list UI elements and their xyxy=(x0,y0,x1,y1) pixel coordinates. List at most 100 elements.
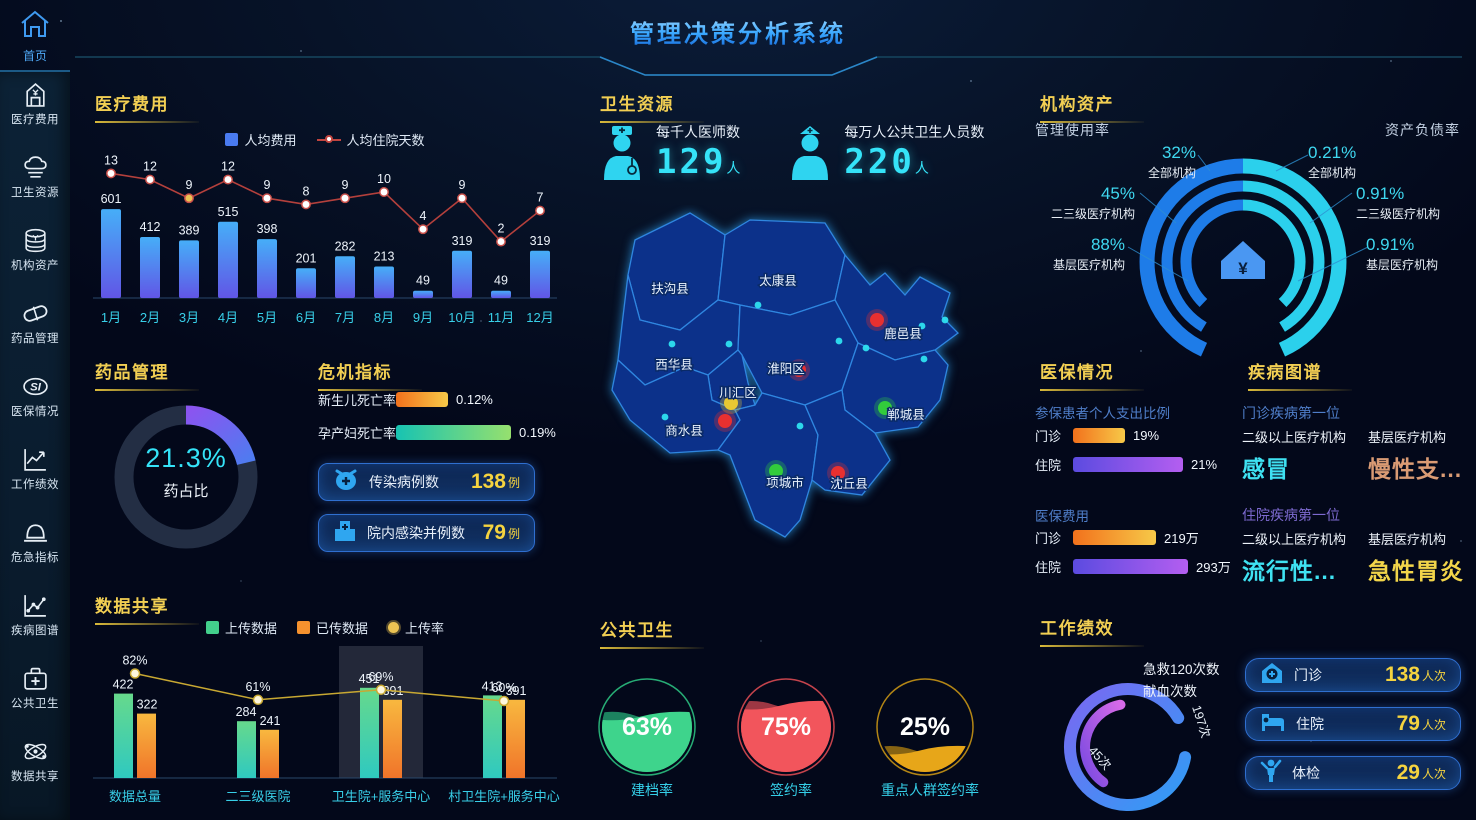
liquid-gauge-1[interactable]: 75% xyxy=(731,672,841,787)
svg-text:61%: 61% xyxy=(245,680,270,694)
svg-text:11月: 11月 xyxy=(488,310,515,325)
line-point-upload-rate[interactable] xyxy=(129,668,141,679)
crisis-row[interactable]: 孕产妇死亡率 0.19% xyxy=(318,423,565,442)
alert-marker-red[interactable] xyxy=(831,466,845,480)
drug-ratio-donut[interactable] xyxy=(106,397,266,557)
sidebar-item-home[interactable]: 首页 xyxy=(0,8,70,64)
sidebar-item-3[interactable]: 药品管理 xyxy=(0,291,70,364)
bar-sent[interactable] xyxy=(383,699,402,778)
district-1[interactable] xyxy=(717,219,846,316)
bar-per-capita-cost[interactable] xyxy=(101,209,121,298)
bar-per-capita-cost[interactable] xyxy=(296,268,316,298)
region-map[interactable]: 扶沟县 太康县 鹿邑县 西华县 淮阳区 川汇区 商水县 郸城县 项城市 沈丘县 xyxy=(590,205,1010,610)
line-point-hospital-days[interactable] xyxy=(496,236,506,247)
bar-sent[interactable] xyxy=(506,699,525,778)
checkup-panel[interactable]: 体检 29 人次 xyxy=(1245,756,1461,790)
bar-per-capita-cost[interactable] xyxy=(179,240,199,298)
sidebar-item-6[interactable]: 危急指标 xyxy=(0,510,70,583)
svg-text:9: 9 xyxy=(264,178,271,192)
line-point-hospital-days[interactable] xyxy=(262,193,272,204)
sidebar-item-label: 工作绩效 xyxy=(11,479,59,491)
insurance-row[interactable]: 住院 21% xyxy=(1035,457,1218,473)
line-point-hospital-days[interactable] xyxy=(184,193,194,204)
facility-dot[interactable] xyxy=(918,322,926,330)
sidebar-item-9[interactable]: 数据共享 xyxy=(0,729,70,802)
bar-per-capita-cost[interactable] xyxy=(257,239,277,298)
facility-dot[interactable] xyxy=(725,340,733,348)
alert-marker-green[interactable] xyxy=(769,464,783,478)
bar-uploaded[interactable] xyxy=(483,695,502,778)
bar-per-capita-cost[interactable] xyxy=(491,290,511,298)
svg-text:601: 601 xyxy=(101,192,122,206)
insurance-row[interactable]: 门诊 19% xyxy=(1035,428,1160,444)
sidebar-item-1[interactable]: 卫生资源 xyxy=(0,145,70,218)
line-point-hospital-days[interactable] xyxy=(535,205,545,216)
inpatient-panel[interactable]: 住院 79 人次 xyxy=(1245,707,1461,741)
medical-cost-chart[interactable]: 601 1月 412 2月 389 3月 515 4月 398 5月 201 6月 282 7月 213 8月… xyxy=(85,146,565,343)
medical-cost-legend[interactable]: 人均费用 人均住院天数 xyxy=(85,130,565,149)
svg-text:413: 413 xyxy=(482,679,503,693)
org-assets-gauge[interactable]: ¥ xyxy=(1030,85,1470,362)
bar-per-capita-cost[interactable] xyxy=(140,237,160,298)
bar-per-capita-cost[interactable] xyxy=(335,256,355,298)
bar-per-capita-cost[interactable] xyxy=(452,250,472,298)
line-point-hospital-days[interactable] xyxy=(223,174,233,185)
facility-dot[interactable] xyxy=(920,355,928,363)
liquid-gauge-2[interactable]: 25% xyxy=(870,672,980,787)
facility-dot[interactable] xyxy=(835,337,843,345)
sidebar-item-2[interactable]: 机构资产 xyxy=(0,218,70,291)
sidebar-item-5[interactable]: 工作绩效 xyxy=(0,437,70,510)
line-point-hospital-days[interactable] xyxy=(379,187,389,197)
bar-sent[interactable] xyxy=(137,713,156,778)
sidebar-item-7[interactable]: 疾病图谱 xyxy=(0,583,70,656)
line-point-hospital-days[interactable] xyxy=(418,224,428,235)
performance-ring[interactable]: 197次 45次 xyxy=(1040,635,1250,820)
bar-uploaded[interactable] xyxy=(237,721,256,778)
resource-stat[interactable]: 每万人公共卫生人员数 220人 xyxy=(788,122,984,189)
alert-marker-green[interactable] xyxy=(878,401,892,415)
facility-dot[interactable] xyxy=(661,413,669,421)
facility-dot[interactable] xyxy=(796,422,804,430)
line-point-hospital-days[interactable] xyxy=(106,168,116,179)
section-title-health-resource: 卫生资源 xyxy=(600,90,704,123)
data-share-chart[interactable]: 422 322 数据总量 284 241 二三级医院 451 391 卫生院+服务中心 413 39… xyxy=(85,636,565,820)
line-point-hospital-days[interactable] xyxy=(145,174,155,185)
svg-text:二三级医院: 二三级医院 xyxy=(225,789,290,804)
line-point-hospital-days[interactable] xyxy=(301,199,311,210)
facility-dot[interactable] xyxy=(754,301,762,309)
sidebar-item-0[interactable]: 医疗费用 xyxy=(0,72,70,145)
data-share-legend[interactable]: 上传数据 已传数据 上传率 xyxy=(85,618,565,637)
line-point-upload-rate[interactable] xyxy=(375,684,387,696)
bar-per-capita-cost[interactable] xyxy=(218,221,238,298)
svg-text:197次: 197次 xyxy=(1189,704,1213,740)
insurance-row[interactable]: 住院 293万 xyxy=(1035,559,1231,575)
resource-stat[interactable]: 每千人医师数 129人 xyxy=(600,122,740,189)
bar-sent[interactable] xyxy=(260,729,279,778)
alert-marker-red[interactable] xyxy=(718,414,732,428)
facility-dot[interactable] xyxy=(668,340,676,348)
bar-per-capita-cost[interactable] xyxy=(374,266,394,299)
sidebar-item-4[interactable]: SI 医保情况 xyxy=(0,364,70,437)
outpatient-panel[interactable]: 门诊 138 人次 xyxy=(1245,658,1461,692)
svg-text:63%: 63% xyxy=(622,713,672,741)
infectious-cases-panel[interactable]: 传染病例数 138 例 xyxy=(318,463,535,501)
line-point-upload-rate[interactable] xyxy=(252,694,264,706)
bar-per-capita-cost[interactable] xyxy=(413,290,433,298)
liquid-gauge-0[interactable]: 63% xyxy=(592,672,702,787)
line-point-upload-rate[interactable] xyxy=(498,695,510,707)
bar-uploaded[interactable] xyxy=(360,687,379,778)
alert-marker-red[interactable] xyxy=(792,363,806,377)
bar-per-capita-cost[interactable] xyxy=(530,250,550,298)
alert-marker-red[interactable] xyxy=(870,313,884,327)
hospital-infection-panel[interactable]: 院内感染并例数 79 例 xyxy=(318,514,535,552)
district-9[interactable] xyxy=(804,389,891,496)
facility-dot[interactable] xyxy=(862,344,870,352)
sidebar-item-8[interactable]: 公共卫生 xyxy=(0,656,70,729)
line-point-hospital-days[interactable] xyxy=(457,193,467,204)
insurance-row[interactable]: 门诊 219万 xyxy=(1035,530,1199,546)
crisis-row[interactable]: 新生儿死亡率 0.12% xyxy=(318,390,565,409)
facility-dot[interactable] xyxy=(941,316,949,324)
bar-uploaded[interactable] xyxy=(114,693,133,778)
line-point-hospital-days[interactable] xyxy=(340,193,350,204)
alert-marker-yellow[interactable] xyxy=(724,396,738,410)
